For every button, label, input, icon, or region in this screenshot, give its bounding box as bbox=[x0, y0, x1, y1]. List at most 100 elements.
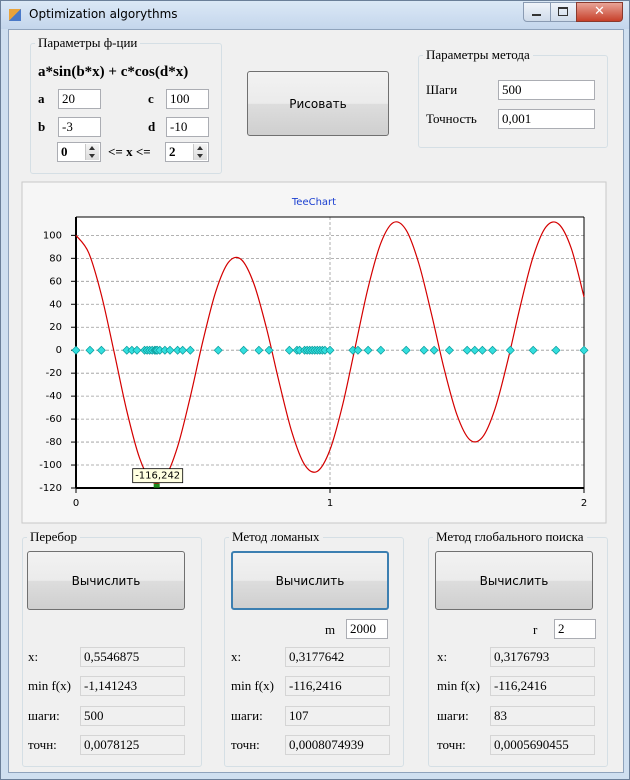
x-tick-label: 1 bbox=[327, 498, 333, 509]
y-tick-label: 20 bbox=[49, 322, 62, 333]
y-tick-label: -80 bbox=[46, 437, 62, 448]
annotation-marker bbox=[153, 483, 160, 488]
point-marker bbox=[477, 345, 487, 355]
result-label: шаги: bbox=[231, 707, 263, 723]
close-button[interactable]: ✕ bbox=[576, 2, 623, 22]
point-marker bbox=[185, 345, 195, 355]
result-label: точн: bbox=[231, 736, 260, 752]
point-marker bbox=[353, 345, 363, 355]
app-icon bbox=[9, 9, 21, 21]
y-tick-label: 0 bbox=[56, 345, 62, 356]
result-value: 500 bbox=[80, 705, 185, 726]
method-param-input[interactable]: 0,001 bbox=[498, 109, 595, 129]
point-marker bbox=[505, 345, 515, 355]
point-marker bbox=[488, 345, 498, 355]
spinner-arrows[interactable] bbox=[85, 144, 99, 160]
range-separator: <= x <= bbox=[108, 144, 151, 159]
point-marker bbox=[363, 345, 373, 355]
result-label: min f(x) bbox=[231, 678, 274, 694]
x-tick-label: 0 bbox=[73, 498, 79, 509]
spinner-arrows[interactable] bbox=[193, 144, 207, 160]
point-marker bbox=[132, 345, 142, 355]
result-value: 0,3176793 bbox=[490, 647, 595, 667]
point-marker bbox=[178, 345, 188, 355]
result-value: -1,141243 bbox=[80, 676, 185, 697]
method-group-title: Метод ломаных bbox=[229, 530, 323, 544]
y-tick-label: -60 bbox=[46, 414, 62, 425]
draw-button[interactable]: Рисовать bbox=[247, 71, 389, 136]
point-marker bbox=[528, 345, 538, 355]
result-label: min f(x) bbox=[437, 678, 480, 694]
annotation-text: -116,242 bbox=[135, 471, 180, 482]
window-title: Optimization algorythms bbox=[29, 7, 178, 21]
method-params-group-title: Параметры метода bbox=[423, 48, 533, 62]
y-tick-label: 80 bbox=[49, 253, 62, 264]
point-marker bbox=[264, 345, 274, 355]
method-params-group bbox=[418, 55, 608, 148]
point-marker bbox=[429, 345, 439, 355]
point-marker bbox=[462, 345, 472, 355]
x-tick-label: 2 bbox=[581, 498, 587, 509]
result-value: 0,0078125 bbox=[80, 734, 185, 755]
method-param-input[interactable]: 500 bbox=[498, 80, 595, 100]
result-value: 83 bbox=[490, 705, 595, 726]
method-param-input[interactable]: 2000 bbox=[346, 619, 388, 639]
point-marker bbox=[71, 345, 81, 355]
method-group-title: Метод глобального поиска bbox=[433, 530, 587, 544]
result-label: шаги: bbox=[28, 707, 60, 723]
y-tick-label: -20 bbox=[46, 368, 62, 379]
result-value: 0,3177642 bbox=[285, 647, 390, 667]
point-marker bbox=[551, 345, 561, 355]
result-label: шаги: bbox=[437, 707, 469, 723]
param-label: b bbox=[38, 119, 46, 134]
method-param-label: r bbox=[533, 622, 538, 637]
result-value: 0,0008074939 bbox=[285, 734, 390, 755]
formula: a*sin(b*x) + c*cos(d*x) bbox=[38, 64, 189, 80]
point-marker bbox=[254, 345, 264, 355]
result-label: x: bbox=[231, 649, 242, 664]
method-param-label: Точность bbox=[426, 111, 477, 126]
y-tick-label: -120 bbox=[39, 483, 62, 494]
result-value: -116,2416 bbox=[490, 676, 595, 697]
point-marker bbox=[325, 345, 335, 355]
param-label: a bbox=[38, 91, 45, 106]
compute-button[interactable]: Вычислить bbox=[27, 551, 185, 610]
param-input[interactable]: 20 bbox=[58, 89, 101, 109]
result-value: 107 bbox=[285, 705, 390, 726]
result-label: x: bbox=[437, 649, 448, 664]
y-tick-label: -100 bbox=[39, 460, 62, 471]
y-tick-label: 40 bbox=[49, 299, 62, 310]
param-label: d bbox=[148, 119, 156, 134]
point-marker bbox=[239, 345, 249, 355]
method-param-label: m bbox=[325, 622, 336, 637]
method-group-title: Перебор bbox=[27, 530, 81, 544]
point-marker bbox=[165, 345, 175, 355]
compute-button[interactable]: Вычислить bbox=[435, 551, 593, 610]
param-input[interactable]: 100 bbox=[166, 89, 209, 109]
result-value: 0,5546875 bbox=[80, 647, 185, 667]
method-group bbox=[22, 537, 202, 767]
point-marker bbox=[444, 345, 454, 355]
range-to-spinner[interactable]: 2 bbox=[165, 142, 209, 162]
result-label: точн: bbox=[437, 736, 466, 752]
point-marker bbox=[470, 345, 480, 355]
point-marker bbox=[213, 345, 223, 355]
point-marker bbox=[284, 345, 294, 355]
result-label: min f(x) bbox=[28, 678, 71, 694]
point-marker bbox=[85, 345, 95, 355]
result-value: -116,2416 bbox=[285, 676, 390, 697]
point-marker bbox=[401, 345, 411, 355]
result-label: точн: bbox=[28, 736, 57, 752]
chart-title: TeeChart bbox=[291, 197, 336, 208]
y-tick-label: 100 bbox=[43, 230, 62, 241]
point-marker bbox=[419, 345, 429, 355]
result-label: x: bbox=[28, 649, 39, 664]
compute-button[interactable]: Вычислить bbox=[231, 551, 389, 610]
param-input[interactable]: -3 bbox=[58, 117, 101, 137]
function-params-group-title: Параметры ф-ции bbox=[35, 36, 141, 50]
method-param-input[interactable]: 2 bbox=[554, 619, 596, 639]
range-from-spinner[interactable]: 0 bbox=[57, 142, 101, 162]
param-input[interactable]: -10 bbox=[166, 117, 209, 137]
y-tick-label: 60 bbox=[49, 276, 62, 287]
